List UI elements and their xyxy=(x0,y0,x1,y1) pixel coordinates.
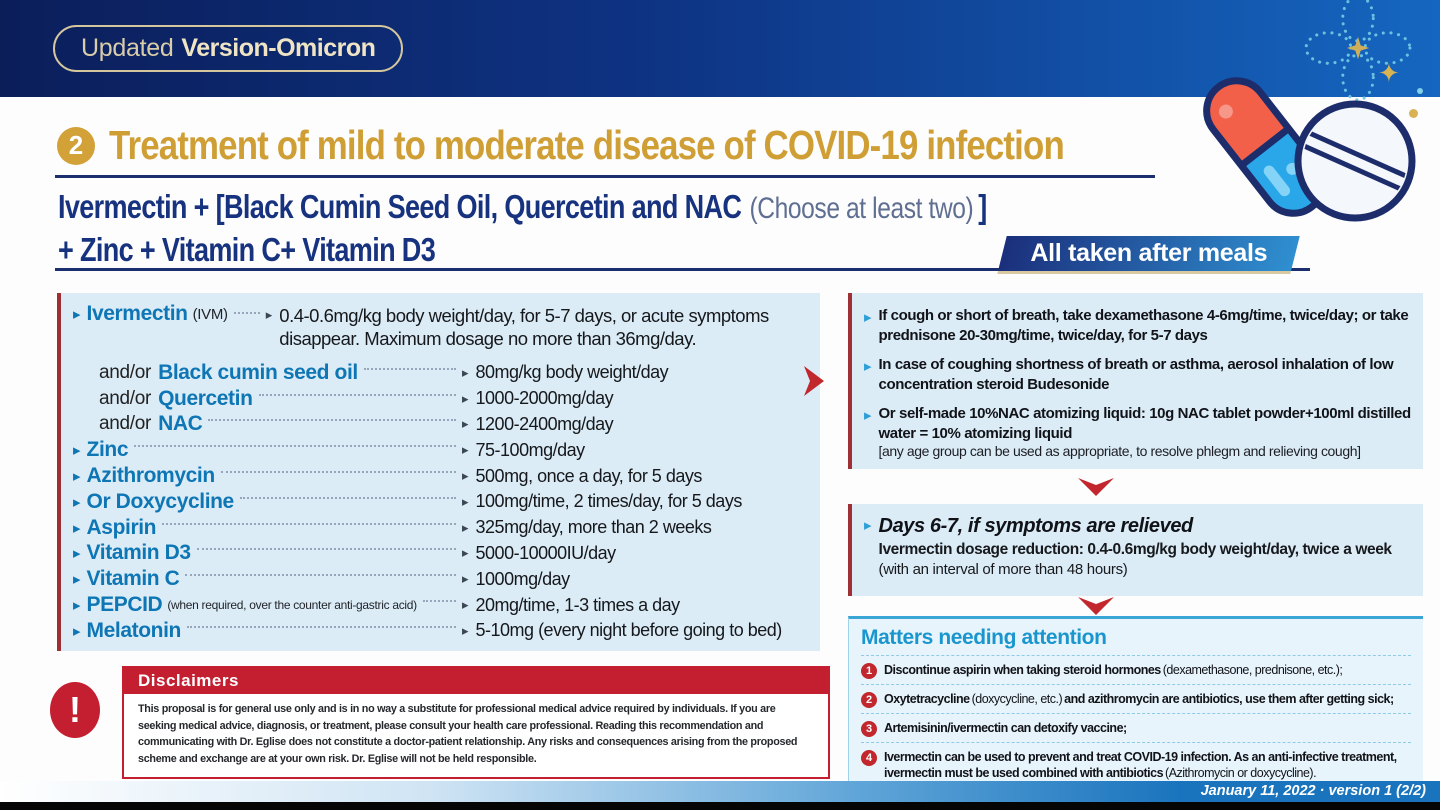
bullet-arrow-icon: ▸ xyxy=(73,622,81,640)
version-badge-bold: Version-Omicron xyxy=(181,34,376,62)
leader-arrow-icon: ▸ xyxy=(265,307,273,322)
title-divider xyxy=(55,175,1155,178)
dotted-leader xyxy=(185,574,456,577)
page-title: Treatment of mild to moderate disease of… xyxy=(109,122,1065,168)
bullet-arrow-icon: ▸ xyxy=(73,493,81,511)
medication-row: ▸ Vitamin C ▸ 1000mg/day xyxy=(73,567,570,591)
instruction-item: ▸ If cough or short of breath, take dexa… xyxy=(864,307,1409,344)
bullet-arrow-icon: ▸ xyxy=(73,306,81,323)
matters-title: Matters needing attention xyxy=(861,624,1411,656)
medication-panel: ▸ Ivermectin (IVM) ▸ 0.4-0.6mg/kg body w… xyxy=(57,293,820,651)
medication-row: ▸ PEPCID (when required, over the counte… xyxy=(73,593,680,617)
instruction-item: ▸ Or self-made 10%NAC atomizing liquid: … xyxy=(864,405,1411,460)
version-badge: Updated Version-Omicron xyxy=(53,25,404,72)
matters-item: 4 Ivermectin can be used to prevent and … xyxy=(861,743,1411,786)
bullet-arrow-icon: ▸ xyxy=(73,519,81,537)
title-row: 2 Treatment of mild to moderate disease … xyxy=(57,122,1232,169)
leader-arrow-icon: ▸ xyxy=(462,571,469,587)
leader-arrow-icon: ▸ xyxy=(462,622,469,638)
bullet-arrow-icon: ▸ xyxy=(73,442,81,460)
medication-row: ▸ Melatonin ▸ 5-10mg (every night before… xyxy=(73,618,782,642)
leader-arrow-icon: ▸ xyxy=(462,390,469,406)
bullet-arrow-icon: ▸ xyxy=(73,571,81,589)
matters-item: 1 Discontinue aspirin when taking steroi… xyxy=(861,656,1411,685)
dotted-leader xyxy=(239,496,456,499)
dotted-leader xyxy=(162,522,456,525)
medication-row: ▸ Azithromycin ▸ 500mg, once a day, for … xyxy=(73,464,702,488)
disclaimer-title: Disclaimers xyxy=(124,668,828,694)
bottom-black-bar xyxy=(0,802,1440,810)
regimen-line-2: + Zinc + Vitamin C+ Vitamin D3 xyxy=(58,230,436,268)
respiratory-panel: ▸ If cough or short of breath, take dexa… xyxy=(848,293,1423,469)
instruction-item: ▸ In case of coughing shortness of breat… xyxy=(864,356,1394,393)
instruction-item: ▸ Days 6-7, if symptoms are relieved Ive… xyxy=(864,515,1392,579)
dotted-flower-icon xyxy=(1304,0,1412,102)
dotted-leader xyxy=(422,600,456,603)
medication-row: ▸ Vitamin D3 ▸ 5000-10000IU/day xyxy=(73,541,616,565)
teal-dot-icon xyxy=(1417,88,1423,94)
leader-arrow-icon: ▸ xyxy=(462,597,469,613)
leader-arrow-icon: ▸ xyxy=(462,545,469,561)
red-down-arrow-icon xyxy=(1078,478,1114,496)
disclaimer-body: This proposal is for general use only an… xyxy=(138,703,798,766)
bullet-arrow-icon: ▸ xyxy=(864,407,872,425)
bullet-arrow-icon: ▸ xyxy=(864,517,872,534)
leader-arrow-icon: ▸ xyxy=(462,493,469,509)
relief-panel: ▸ Days 6-7, if symptoms are relieved Ive… xyxy=(848,504,1423,596)
number-badge: 3 xyxy=(861,721,877,737)
leader-arrow-icon: ▸ xyxy=(462,364,469,380)
subtitle-divider xyxy=(55,268,1310,271)
number-badge: 2 xyxy=(861,692,877,708)
relief-title: Days 6-7, if symptoms are relieved xyxy=(878,515,1194,537)
header-band xyxy=(0,0,1440,97)
bullet-arrow-icon: ▸ xyxy=(73,597,81,615)
matters-item: 2 Oxytetracycline (doxycycline, etc.) and … xyxy=(861,685,1411,714)
dotted-leader xyxy=(258,393,456,396)
dotted-leader xyxy=(233,312,260,314)
choose-note: (Choose at least two) xyxy=(749,192,974,225)
dotted-leader xyxy=(186,625,456,628)
regimen-subtitle: Ivermectin + [Black Cumin Seed Oil, Quer… xyxy=(58,186,1190,272)
leader-arrow-icon: ▸ xyxy=(462,519,469,535)
red-down-arrow-icon xyxy=(1078,597,1114,615)
dotted-leader xyxy=(208,419,456,422)
medication-row: ▸ Or Doxycycline ▸ 100mg/time, 2 times/d… xyxy=(73,489,742,513)
exclamation-icon: ! xyxy=(50,682,100,738)
bullet-arrow-icon: ▸ xyxy=(864,358,872,376)
number-badge: 4 xyxy=(861,750,877,766)
bullet-arrow-icon: ▸ xyxy=(864,309,872,326)
dotted-leader xyxy=(196,548,456,551)
capsule-icon xyxy=(1203,77,1327,217)
gold-dot-icon xyxy=(1409,109,1418,118)
leader-arrow-icon: ▸ xyxy=(462,442,469,458)
leader-arrow-icon: ▸ xyxy=(462,416,469,432)
sparkle-icon: ✦ xyxy=(1378,58,1400,88)
footer-version-text: January 11, 2022 · version 1 (2/2) xyxy=(1200,783,1426,799)
dotted-leader xyxy=(134,445,456,448)
regimen-line-1: Ivermectin + [Black Cumin Seed Oil, Quer… xyxy=(58,188,987,225)
medication-row-ivermectin: ▸ Ivermectin (IVM) ▸ 0.4-0.6mg/kg body w… xyxy=(73,302,769,350)
medication-row: ▸ Zinc ▸ 75-100mg/day xyxy=(73,438,585,462)
dotted-leader xyxy=(220,471,456,474)
version-badge-light: Updated xyxy=(81,34,174,62)
bullet-arrow-icon: ▸ xyxy=(73,545,81,563)
disclaimer-box: Disclaimers This proposal is for general… xyxy=(122,666,830,779)
medication-row: ▸ Aspirin ▸ 325mg/day, more than 2 weeks xyxy=(73,515,712,539)
matters-panel: Matters needing attention 1 Discontinue … xyxy=(848,616,1423,792)
dotted-leader xyxy=(363,367,456,370)
bullet-arrow-icon: ▸ xyxy=(73,468,81,486)
leader-arrow-icon: ▸ xyxy=(462,468,469,484)
pill-illustration xyxy=(1203,77,1416,222)
meals-badge: All taken after meals xyxy=(997,236,1300,274)
number-badge: 1 xyxy=(861,663,877,679)
title-number-badge: 2 xyxy=(57,126,95,165)
matters-item: 3 Artemisinin/ivermectin can detoxify va… xyxy=(861,714,1411,743)
medication-row: and/or NAC ▸ 1200-2400mg/day xyxy=(99,412,614,436)
footer-bar: January 11, 2022 · version 1 (2/2) xyxy=(0,781,1440,802)
red-right-arrow-icon xyxy=(804,366,824,396)
medication-row: and/or Black cumin seed oil ▸ 80mg/kg bo… xyxy=(99,360,669,384)
medication-row: and/or Quercetin ▸ 1000-2000mg/day xyxy=(99,386,614,410)
tablet-icon xyxy=(1294,100,1416,222)
